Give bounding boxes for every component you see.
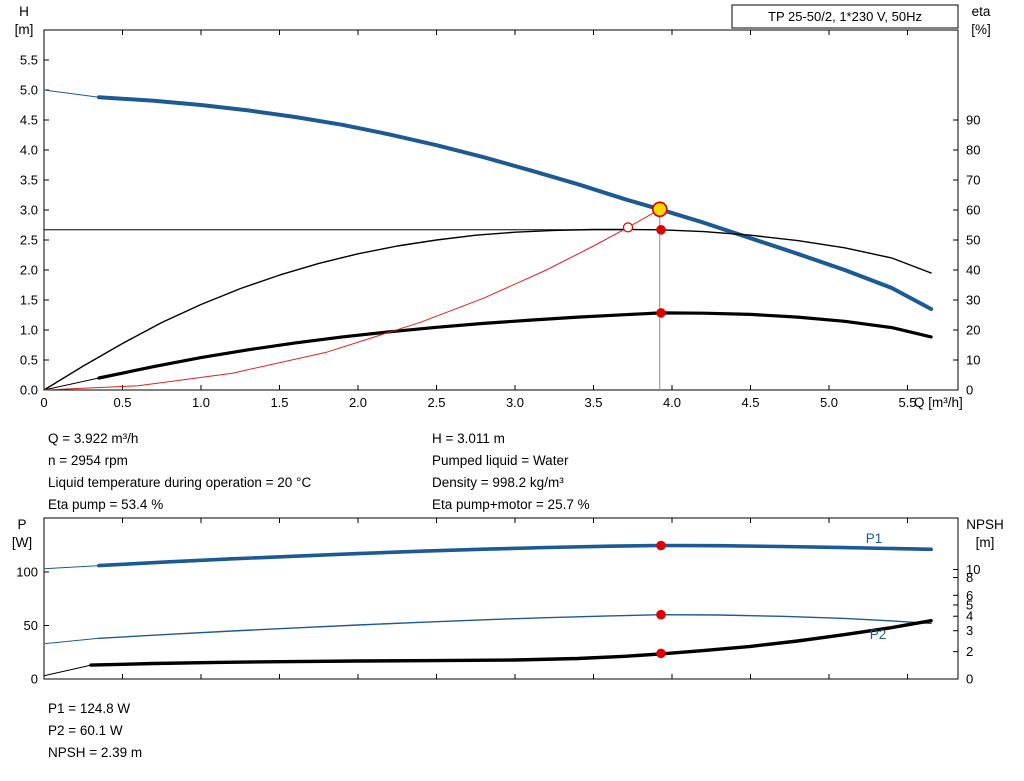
y-right-tick-label: 90 [966, 113, 980, 128]
plot-frame [43, 29, 959, 391]
eta-axis-name: eta [972, 4, 991, 19]
x-tick-label: 5.5 [898, 395, 916, 410]
eta-axis-unit: [%] [971, 22, 991, 37]
y-left-tick-label: 50 [24, 618, 38, 633]
y-right-tick-label: 6 [966, 588, 973, 603]
pumped-liquid-value: Pumped liquid = Water [432, 453, 569, 468]
q-axis-name: Q [m³/h] [914, 395, 963, 410]
q-value: Q = 3.922 m³/h [48, 431, 139, 446]
npsh-axis-unit: [m] [976, 535, 995, 550]
p1-curve [97, 543, 933, 568]
speed-value: n = 2954 rpm [48, 453, 128, 468]
p1-point [656, 540, 666, 551]
y-right-tick-label: 80 [966, 143, 980, 158]
y-right-tick-label: 0 [966, 672, 973, 687]
x-tick-label: 3.0 [506, 395, 524, 410]
y-right-tick-label: 60 [966, 203, 980, 218]
h-axis-name: H [19, 4, 29, 19]
y-right-tick-label: 4 [966, 609, 973, 624]
power-data-block: P1 = 124.8 W P2 = 60.1 W NPSH = 2.39 m [48, 698, 142, 764]
system-curve [43, 208, 661, 391]
y-right-tick-label: 40 [966, 263, 980, 278]
eta-pump-motor-curve [97, 311, 933, 380]
eta-pump-curve [43, 228, 932, 391]
hq-eta-chart: H [m] eta [%] Q [m³/h] TP 25-50/2, 1*230… [15, 4, 991, 410]
y-right-tick-label: 70 [966, 173, 980, 188]
y-right-tick-label: 0 [966, 383, 973, 398]
y-left-tick-label: 3.0 [20, 203, 38, 218]
y-left-tick-label: 2.0 [20, 263, 38, 278]
duty-point [651, 201, 668, 218]
npsh-axis-name: NPSH [966, 517, 1004, 532]
hq-plot-area: 0 0.5 1.0 1.5 2.0 2.5 3.0 3.5 4.0 4.5 5.0 5.5 0.0 0.5… [20, 29, 980, 410]
plot-frame [43, 517, 959, 680]
chart-title-box [731, 4, 959, 29]
y-left-tick-label: 1.0 [20, 323, 38, 338]
p1-value: P1 = 124.8 W [48, 701, 131, 716]
y-left-tick-label: 0.0 [20, 383, 38, 398]
x-tick-label: 2.5 [427, 395, 445, 410]
y-right-tick-label: 2 [966, 644, 973, 659]
density-value: Density = 998.2 kg/m³ [432, 475, 564, 490]
p2-curve-label: P2 [870, 627, 887, 642]
x-tick-label: 4.0 [663, 395, 681, 410]
x-tick-label: 2.0 [349, 395, 367, 410]
p1-curve-lead [43, 565, 100, 570]
y-right-tick-label: 10 [966, 562, 980, 577]
eta-pump-motor-value: Eta pump+motor = 25.7 % [432, 497, 590, 512]
x-tick-label: 1.5 [270, 395, 288, 410]
x-tick-label: 3.5 [584, 395, 602, 410]
y-left-tick-label: 5.0 [20, 83, 38, 98]
y-right-tick-label: 30 [966, 293, 980, 308]
x-tick-label: 1.0 [192, 395, 210, 410]
x-tick-label: 0.5 [113, 395, 131, 410]
p-axis-name: P [17, 517, 26, 532]
eta-pump-motor-curve-lead [43, 377, 100, 391]
y-left-tick-label: 0 [31, 672, 38, 687]
y-left-tick-label: 1.5 [20, 293, 38, 308]
operating-data-right-column: H = 3.011 m Pumped liquid = Water Densit… [432, 428, 590, 516]
eta-pump-motor-point [656, 308, 666, 318]
h-axis-unit: [m] [15, 22, 34, 37]
eta-pump-point [656, 225, 666, 235]
y-left-tick-label: 4.0 [20, 143, 38, 158]
npsh-curve [89, 618, 933, 667]
p1-curve-label: P1 [866, 531, 883, 546]
x-tick-label: 4.5 [741, 395, 759, 410]
p2-point [656, 609, 666, 620]
operating-data-left-column: Q = 3.922 m³/h n = 2954 rpm Liquid tempe… [48, 428, 311, 516]
y-left-tick-label: 2.5 [20, 233, 38, 248]
npsh-value: NPSH = 2.39 m [48, 745, 143, 760]
eta-pump-value: Eta pump = 53.4 % [48, 497, 164, 512]
p2-curve-lead [43, 637, 100, 645]
x-tick-label: 0 [40, 395, 47, 410]
y-right-tick-label: 50 [966, 233, 980, 248]
npsh-point [656, 648, 666, 659]
y-left-tick-label: 5.5 [20, 53, 38, 68]
chart-title: TP 25-50/2, 1*230 V, 50Hz [768, 9, 922, 24]
h-value: H = 3.011 m [432, 431, 505, 446]
hq-curve-lead [43, 89, 100, 98]
p2-value: P2 = 60.1 W [48, 723, 123, 738]
system-intersect-point [622, 222, 634, 233]
y-right-tick-label: 8 [966, 570, 973, 585]
y-left-tick-label: 3.5 [20, 173, 38, 188]
y-right-tick-label: 10 [966, 353, 980, 368]
p2-curve [98, 613, 932, 640]
y-left-tick-label: 0.5 [20, 353, 38, 368]
p-axis-unit: [W] [12, 535, 32, 550]
y-left-tick-label: 4.5 [20, 113, 38, 128]
x-tick-label: 5.0 [820, 395, 838, 410]
y-right-tick-label: 3 [966, 623, 973, 638]
liquid-temperature-value: Liquid temperature during operation = 20… [48, 475, 312, 490]
y-right-tick-label: 20 [966, 323, 980, 338]
hq-curve [96, 95, 934, 311]
npsh-curve-lead [43, 664, 92, 677]
y-left-tick-label: 100 [16, 565, 38, 580]
operating-data-block: Q = 3.922 m³/h n = 2954 rpm Liquid tempe… [0, 428, 1024, 520]
y-right-tick-label: 5 [966, 597, 973, 612]
